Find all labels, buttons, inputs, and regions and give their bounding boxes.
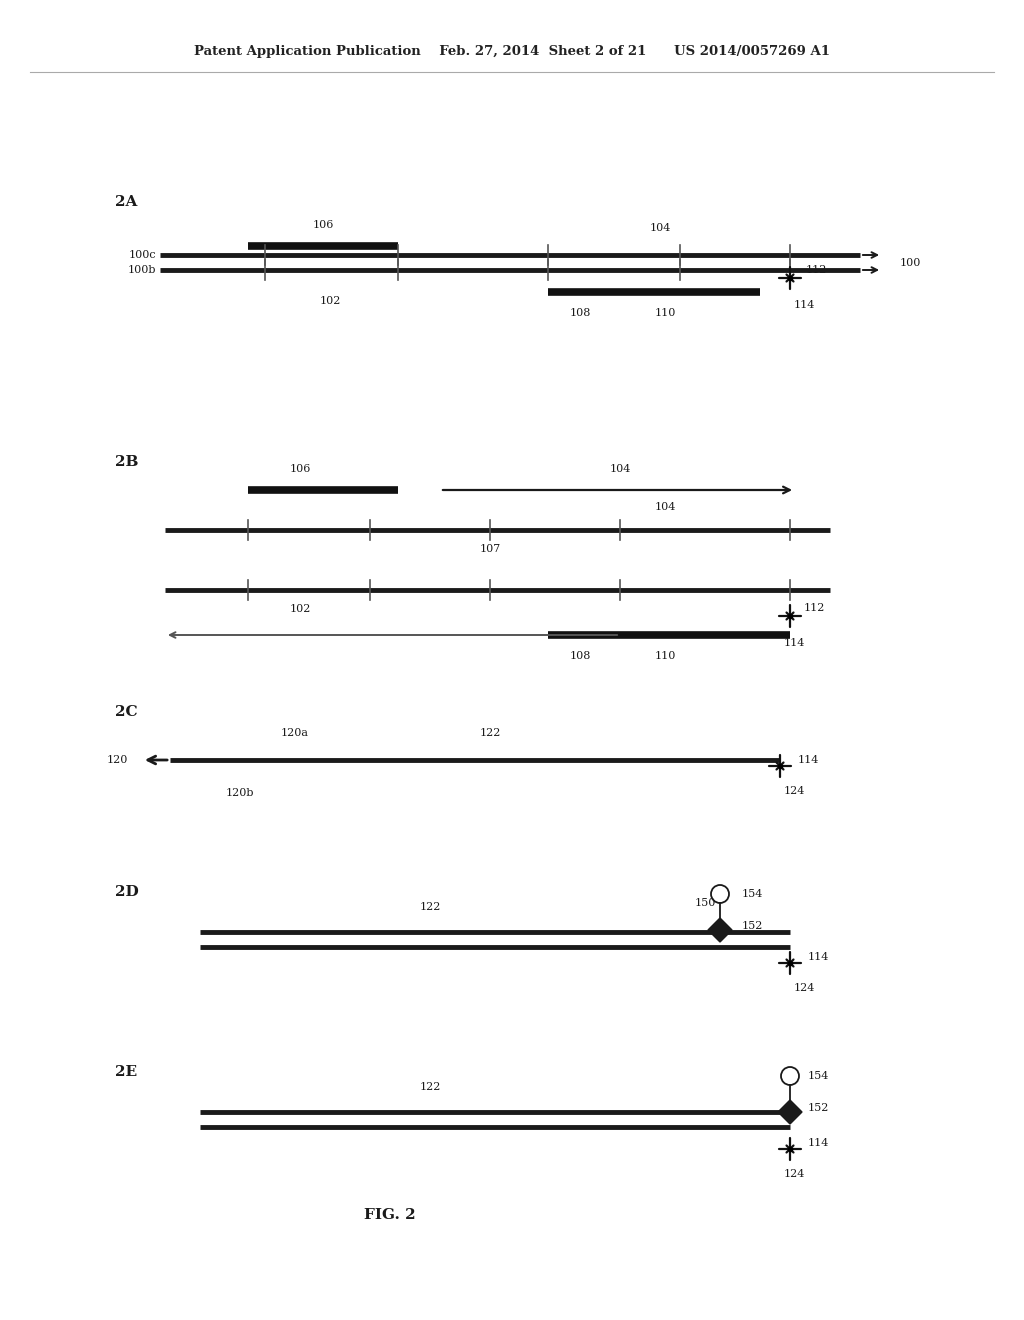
Text: 112: 112	[806, 265, 827, 275]
Text: Patent Application Publication    Feb. 27, 2014  Sheet 2 of 21      US 2014/0057: Patent Application Publication Feb. 27, …	[194, 45, 830, 58]
Text: 120a: 120a	[281, 729, 309, 738]
Text: 100: 100	[900, 257, 922, 268]
Text: 2A: 2A	[115, 195, 137, 209]
Text: 122: 122	[419, 902, 440, 912]
Text: 114: 114	[794, 300, 815, 310]
Text: 108: 108	[569, 308, 591, 318]
Polygon shape	[778, 1100, 802, 1125]
Text: 106: 106	[312, 220, 334, 230]
Text: 122: 122	[479, 729, 501, 738]
Text: 120: 120	[106, 755, 128, 766]
Text: 114: 114	[808, 952, 829, 962]
Text: 154: 154	[808, 1071, 829, 1081]
Text: 102: 102	[319, 296, 341, 306]
Text: 124: 124	[784, 785, 805, 796]
Text: 152: 152	[808, 1104, 829, 1113]
Text: 2B: 2B	[115, 455, 138, 469]
Text: 2E: 2E	[115, 1065, 137, 1078]
Text: 114: 114	[783, 638, 805, 648]
Text: 104: 104	[609, 465, 631, 474]
Text: 104: 104	[649, 223, 671, 234]
Text: 120b: 120b	[225, 788, 254, 799]
Text: 124: 124	[783, 1170, 805, 1179]
Text: 108: 108	[569, 651, 591, 661]
Text: 122: 122	[419, 1082, 440, 1092]
Text: 114: 114	[808, 1138, 829, 1148]
Text: 100b: 100b	[128, 265, 156, 275]
Text: 106: 106	[290, 465, 310, 474]
Text: 112: 112	[804, 603, 825, 612]
Text: 154: 154	[742, 888, 763, 899]
Polygon shape	[708, 917, 732, 942]
Text: 104: 104	[654, 502, 676, 512]
Text: 114: 114	[798, 755, 819, 766]
Text: 2D: 2D	[115, 884, 138, 899]
Text: 102: 102	[290, 605, 310, 614]
Text: 110: 110	[654, 651, 676, 661]
Text: 107: 107	[479, 544, 501, 554]
Text: 152: 152	[742, 921, 763, 931]
Text: 100c: 100c	[128, 249, 156, 260]
Text: 124: 124	[794, 983, 815, 993]
Text: FIG. 2: FIG. 2	[365, 1208, 416, 1222]
Text: 110: 110	[654, 308, 676, 318]
Text: 150: 150	[695, 898, 717, 908]
Text: 2C: 2C	[115, 705, 137, 719]
